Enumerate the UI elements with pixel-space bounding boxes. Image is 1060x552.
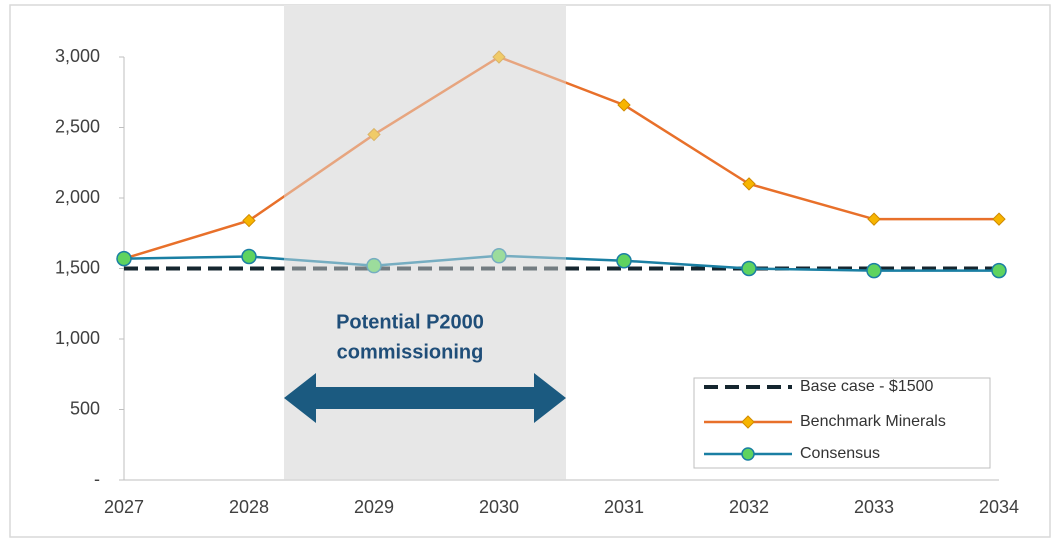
circle-marker xyxy=(991,262,1007,279)
y-tick-label: 1,000 xyxy=(55,328,100,348)
y-tick-label: - xyxy=(94,469,100,489)
circle-marker xyxy=(366,257,382,274)
diamond-marker xyxy=(742,177,756,191)
x-tick-label: 2034 xyxy=(979,497,1019,517)
y-tick-label: 500 xyxy=(70,398,100,418)
circle-marker xyxy=(866,262,882,279)
annotation-text: commissioning xyxy=(337,341,484,363)
y-tick-label: 1,500 xyxy=(55,257,100,277)
diamond-marker xyxy=(992,212,1006,226)
y-tick-label: 2,500 xyxy=(55,116,100,136)
annotation-text: Potential P2000 xyxy=(336,311,484,333)
circle-marker xyxy=(616,252,632,269)
circle-marker xyxy=(116,250,132,267)
y-tick-label: 3,000 xyxy=(55,46,100,66)
circle-marker xyxy=(241,248,257,265)
x-tick-label: 2033 xyxy=(854,497,894,517)
legend-label: Benchmark Minerals xyxy=(800,413,946,430)
series-line xyxy=(123,55,999,260)
legend-label: Consensus xyxy=(800,445,880,462)
y-tick-label: 2,000 xyxy=(55,187,100,207)
legend-label: Base case - $1500 xyxy=(800,378,934,395)
double-arrow xyxy=(284,373,566,423)
legend-marker xyxy=(741,447,755,461)
diamond-marker xyxy=(867,212,881,226)
x-tick-label: 2031 xyxy=(604,497,644,517)
x-tick-label: 2032 xyxy=(729,497,769,517)
circle-marker xyxy=(491,248,507,264)
series-line xyxy=(123,254,999,272)
diamond-marker xyxy=(492,50,506,64)
x-tick-label: 2027 xyxy=(104,497,144,517)
circle-marker xyxy=(741,260,757,277)
x-tick-label: 2028 xyxy=(229,497,269,517)
x-tick-label: 2030 xyxy=(479,497,519,517)
diamond-marker xyxy=(367,127,381,142)
x-tick-label: 2029 xyxy=(354,497,394,517)
diamond-marker xyxy=(242,213,256,228)
diamond-marker xyxy=(617,98,631,112)
legend-marker xyxy=(741,415,755,429)
